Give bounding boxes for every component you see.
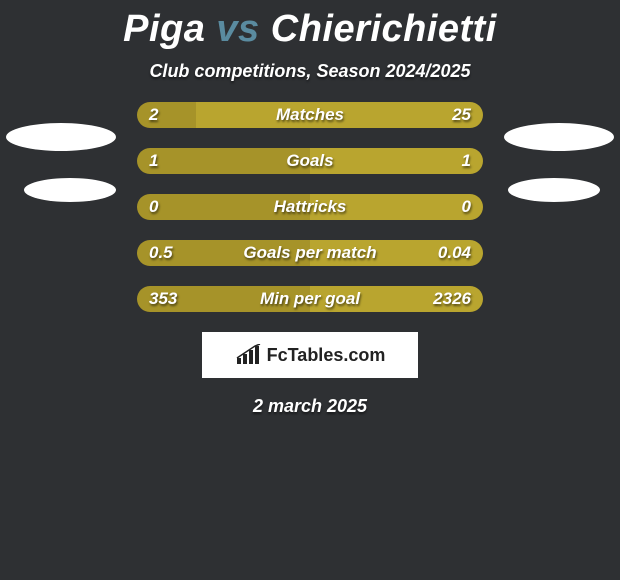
stat-label: Matches [137,102,483,128]
stat-row: 0 Hattricks 0 [137,194,483,220]
source-logo-card: FcTables.com [202,332,418,378]
bars-icon [235,344,261,366]
stats-container: 2 Matches 25 1 Goals 1 0 Hattricks 0 0.5… [137,102,483,312]
stat-row: 1 Goals 1 [137,148,483,174]
stat-right-value: 25 [452,102,471,128]
player1-name: Piga [123,8,205,50]
stat-label: Goals [137,148,483,174]
left-team-badge-placeholder-2 [24,178,116,202]
vs-label: vs [216,8,259,50]
page-title: Piga vs Chierichietti [0,0,620,55]
left-team-badge-placeholder [6,123,116,151]
stat-label: Hattricks [137,194,483,220]
subtitle: Club competitions, Season 2024/2025 [0,61,620,82]
stat-row: 353 Min per goal 2326 [137,286,483,312]
stat-label: Min per goal [137,286,483,312]
stat-row: 2 Matches 25 [137,102,483,128]
date-label: 2 march 2025 [0,396,620,417]
source-logo-text: FcTables.com [267,345,386,366]
comparison-card: Piga vs Chierichietti Club competitions,… [0,0,620,580]
stat-row: 0.5 Goals per match 0.04 [137,240,483,266]
stat-label: Goals per match [137,240,483,266]
stat-right-value: 0.04 [438,240,471,266]
right-team-badge-placeholder [504,123,614,151]
stat-right-value: 1 [462,148,471,174]
player2-name: Chierichietti [271,8,497,50]
stat-right-value: 2326 [433,286,471,312]
right-team-badge-placeholder-2 [508,178,600,202]
stat-right-value: 0 [462,194,471,220]
